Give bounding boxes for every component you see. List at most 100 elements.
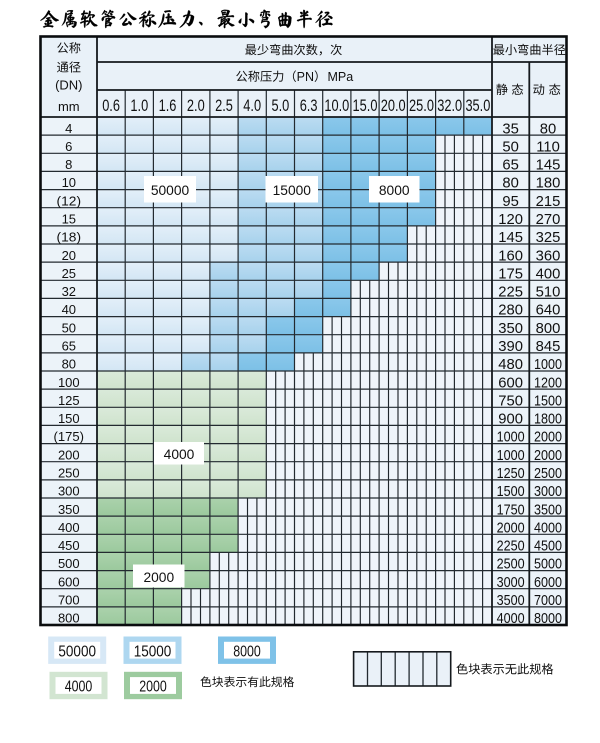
svg-text:1.0: 1.0 bbox=[130, 97, 148, 115]
svg-text:480: 480 bbox=[498, 357, 523, 373]
svg-text:15000: 15000 bbox=[273, 183, 312, 198]
svg-text:145: 145 bbox=[536, 158, 561, 174]
svg-text:350: 350 bbox=[498, 321, 523, 337]
svg-text:25.0: 25.0 bbox=[409, 97, 434, 115]
svg-text:400: 400 bbox=[536, 266, 561, 282]
svg-text:200: 200 bbox=[58, 447, 80, 462]
svg-text:2000: 2000 bbox=[143, 570, 174, 585]
svg-text:145: 145 bbox=[498, 230, 523, 246]
svg-text:1000: 1000 bbox=[497, 448, 525, 464]
svg-text:500: 500 bbox=[58, 556, 80, 571]
svg-text:8: 8 bbox=[65, 157, 72, 172]
svg-text:35.0: 35.0 bbox=[465, 97, 490, 115]
svg-text:215: 215 bbox=[536, 194, 561, 210]
svg-text:15000: 15000 bbox=[134, 643, 172, 660]
svg-text:750: 750 bbox=[498, 393, 523, 409]
svg-text:4000: 4000 bbox=[164, 447, 195, 462]
svg-text:1500: 1500 bbox=[534, 393, 562, 409]
svg-text:20: 20 bbox=[62, 248, 76, 263]
svg-text:250: 250 bbox=[58, 466, 80, 481]
svg-text:2.5: 2.5 bbox=[215, 97, 233, 115]
svg-text:600: 600 bbox=[498, 375, 523, 391]
svg-text:600: 600 bbox=[58, 574, 80, 589]
svg-text:3500: 3500 bbox=[534, 502, 562, 518]
svg-text:2500: 2500 bbox=[534, 466, 562, 482]
svg-text:8000: 8000 bbox=[233, 643, 261, 660]
svg-text:80: 80 bbox=[62, 357, 76, 372]
svg-text:5000: 5000 bbox=[534, 557, 562, 573]
svg-text:50: 50 bbox=[502, 139, 518, 155]
svg-text:180: 180 bbox=[536, 176, 561, 192]
svg-text:450: 450 bbox=[58, 538, 80, 553]
svg-text:65: 65 bbox=[502, 158, 518, 174]
svg-text:35: 35 bbox=[502, 121, 518, 137]
svg-text:50: 50 bbox=[62, 320, 76, 335]
svg-text:270: 270 bbox=[536, 212, 561, 228]
svg-text:100: 100 bbox=[58, 375, 80, 390]
svg-text:(DN): (DN) bbox=[55, 78, 82, 93]
svg-text:7000: 7000 bbox=[534, 593, 562, 609]
svg-text:50000: 50000 bbox=[151, 183, 190, 198]
svg-text:80: 80 bbox=[502, 176, 518, 192]
svg-text:2000: 2000 bbox=[497, 520, 525, 536]
svg-text:mm: mm bbox=[58, 99, 80, 114]
svg-text:640: 640 bbox=[536, 303, 561, 319]
svg-text:0.6: 0.6 bbox=[102, 97, 120, 115]
svg-text:1800: 1800 bbox=[534, 412, 562, 428]
svg-text:4000: 4000 bbox=[65, 679, 93, 696]
svg-text:2000: 2000 bbox=[139, 679, 167, 696]
svg-text:4.0: 4.0 bbox=[243, 97, 261, 115]
svg-text:110: 110 bbox=[536, 139, 560, 155]
svg-text:900: 900 bbox=[498, 412, 523, 428]
svg-text:800: 800 bbox=[536, 321, 561, 337]
svg-text:2000: 2000 bbox=[534, 430, 562, 446]
svg-text:2500: 2500 bbox=[497, 557, 525, 573]
svg-text:360: 360 bbox=[536, 248, 561, 264]
svg-text:25: 25 bbox=[62, 266, 76, 281]
svg-text:1250: 1250 bbox=[497, 466, 525, 482]
svg-text:3500: 3500 bbox=[497, 593, 525, 609]
svg-text:65: 65 bbox=[62, 339, 76, 354]
svg-text:125: 125 bbox=[58, 393, 80, 408]
svg-text:95: 95 bbox=[502, 194, 518, 210]
svg-text:2250: 2250 bbox=[497, 539, 525, 555]
svg-text:390: 390 bbox=[498, 339, 523, 355]
svg-text:1.6: 1.6 bbox=[159, 97, 177, 115]
svg-text:5.0: 5.0 bbox=[272, 97, 290, 115]
svg-text:700: 700 bbox=[58, 593, 80, 608]
svg-text:400: 400 bbox=[58, 520, 80, 535]
svg-text:10: 10 bbox=[62, 175, 76, 190]
svg-text:15: 15 bbox=[62, 212, 76, 227]
svg-text:50000: 50000 bbox=[58, 643, 96, 660]
svg-text:1750: 1750 bbox=[497, 502, 525, 518]
svg-text:8000: 8000 bbox=[534, 611, 562, 627]
svg-text:3000: 3000 bbox=[497, 575, 525, 591]
svg-text:PN: PN bbox=[297, 70, 314, 84]
svg-text:(18): (18) bbox=[57, 230, 82, 245]
svg-text:1000: 1000 bbox=[497, 430, 525, 446]
svg-text:1000: 1000 bbox=[534, 357, 562, 373]
svg-text:175: 175 bbox=[498, 266, 523, 282]
svg-text:350: 350 bbox=[58, 502, 80, 517]
svg-text:800: 800 bbox=[58, 611, 80, 626]
svg-text:32.0: 32.0 bbox=[437, 97, 462, 115]
svg-text:2000: 2000 bbox=[534, 448, 562, 464]
svg-text:120: 120 bbox=[498, 212, 523, 228]
svg-text:4: 4 bbox=[65, 121, 72, 136]
svg-text:15.0: 15.0 bbox=[353, 97, 378, 115]
svg-text:80: 80 bbox=[540, 121, 556, 137]
svg-text:2.0: 2.0 bbox=[187, 97, 205, 115]
svg-text:6.3: 6.3 bbox=[300, 97, 318, 115]
svg-text:(12): (12) bbox=[57, 193, 82, 208]
svg-text:40: 40 bbox=[62, 302, 76, 317]
svg-text:325: 325 bbox=[536, 230, 561, 246]
svg-text:6000: 6000 bbox=[534, 575, 562, 591]
svg-text:8000: 8000 bbox=[379, 183, 410, 198]
svg-text:6: 6 bbox=[65, 139, 72, 154]
svg-text:MPa: MPa bbox=[327, 70, 353, 84]
svg-text:150: 150 bbox=[58, 411, 80, 426]
svg-text:510: 510 bbox=[536, 285, 561, 301]
svg-text:20.0: 20.0 bbox=[381, 97, 406, 115]
svg-text:1200: 1200 bbox=[534, 375, 562, 391]
svg-text:4000: 4000 bbox=[497, 611, 525, 627]
